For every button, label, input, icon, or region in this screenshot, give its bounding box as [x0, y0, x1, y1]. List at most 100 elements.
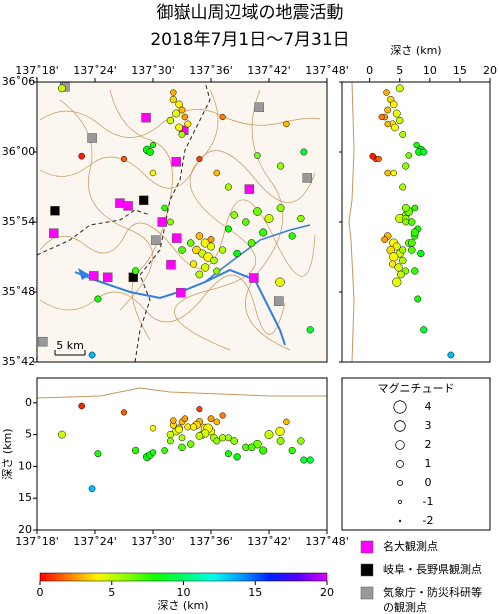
- earthquake: [224, 450, 232, 458]
- y-tick-label: 35˚48': [2, 285, 39, 298]
- earthquake: [170, 417, 177, 424]
- earthquake: [233, 453, 241, 461]
- earthquake: [184, 120, 192, 128]
- station-legend-label: の観測点: [383, 600, 427, 614]
- earthquake: [288, 232, 296, 240]
- earthquake: [447, 351, 455, 359]
- x-tick-label: 5: [396, 64, 403, 77]
- magnitude-legend-title: マグニチュード: [378, 381, 455, 395]
- y-tick-label: 35˚54': [2, 215, 39, 228]
- earthquake: [161, 447, 168, 454]
- station: [254, 102, 264, 112]
- station: [157, 217, 168, 227]
- magnitude-legend: [341, 377, 491, 531]
- earthquake: [283, 120, 290, 128]
- station: [49, 228, 59, 238]
- station: [249, 273, 259, 283]
- station: [103, 272, 113, 283]
- earthquake: [181, 415, 189, 423]
- x-tick-label: 137˚18': [15, 535, 59, 548]
- earthquake: [169, 95, 177, 104]
- x-tick-label: 137˚36': [189, 535, 233, 548]
- station: [244, 184, 255, 194]
- magnitude-label: -2: [423, 514, 434, 527]
- earthquake: [230, 211, 238, 219]
- earthquake: [195, 270, 204, 279]
- x-tick-label: 137˚48': [305, 535, 349, 548]
- earthquake: [78, 402, 85, 410]
- earthquake: [414, 295, 422, 303]
- earthquake: [420, 326, 428, 334]
- x-tick-label: 137˚42': [247, 64, 291, 77]
- x-tick-label: 137˚36': [189, 64, 233, 77]
- x-tick-label: 0: [366, 64, 373, 77]
- earthquake: [253, 207, 262, 216]
- colorbar-tick-label: 20: [320, 586, 334, 599]
- station-legend-symbol: [360, 563, 374, 577]
- earthquake: [178, 131, 186, 138]
- earthquake: [397, 270, 405, 279]
- earthquake: [391, 123, 399, 132]
- earthquake: [187, 239, 195, 247]
- earthquake: [300, 456, 308, 464]
- earthquake: [224, 434, 232, 442]
- earthquake: [259, 228, 268, 237]
- earthquake: [384, 120, 391, 128]
- earthquake: [213, 169, 221, 177]
- x-tick-label: 10: [423, 64, 437, 77]
- earthquake: [413, 141, 420, 149]
- earthquake: [178, 106, 186, 114]
- earthquake: [242, 218, 250, 226]
- x-tick-label: 15: [453, 64, 467, 77]
- earthquake: [230, 437, 238, 445]
- station: [141, 112, 151, 123]
- earthquake: [58, 430, 66, 439]
- earthquake: [396, 116, 404, 125]
- earthquake: [170, 89, 177, 96]
- earthquake: [167, 218, 174, 226]
- station-legend-label: 岐阜・長野県観測点: [383, 562, 482, 576]
- earthquake: [392, 109, 401, 118]
- earthquake: [411, 204, 419, 212]
- earthquake: [275, 277, 285, 287]
- earthquake: [247, 443, 256, 452]
- earthquake: [276, 437, 285, 445]
- earthquake: [178, 434, 186, 442]
- earthquake: [375, 155, 382, 163]
- earthquake: [389, 100, 398, 109]
- earthquake: [264, 214, 274, 223]
- earthquake: [369, 152, 376, 160]
- station: [176, 287, 186, 298]
- earthquake: [201, 263, 210, 272]
- earthquake: [264, 430, 274, 440]
- station-legend-symbol: [360, 540, 374, 554]
- earthquake: [149, 141, 157, 149]
- x-tick-label: 137˚48': [305, 64, 349, 77]
- earthquake: [224, 183, 232, 191]
- magnitude-label: 0: [425, 476, 432, 489]
- magnitude-label: 1: [425, 457, 432, 470]
- earthquake: [94, 450, 102, 458]
- earthquake: [392, 277, 402, 287]
- earthquake: [120, 155, 128, 163]
- station: [302, 173, 313, 183]
- y-tick-label: 5: [25, 428, 32, 441]
- earthquake: [175, 425, 183, 434]
- earthquake: [247, 239, 256, 247]
- earthquake: [276, 204, 285, 212]
- earthquake: [394, 263, 403, 272]
- earthquake: [381, 236, 389, 243]
- earthquake: [196, 406, 203, 413]
- earthquake: [178, 443, 186, 452]
- earthquake: [149, 449, 157, 456]
- earthquake: [94, 295, 102, 303]
- earthquake: [277, 162, 285, 170]
- magnitude-symbol: [394, 420, 406, 432]
- earthquake: [399, 131, 407, 138]
- earthquake: [207, 236, 215, 243]
- station: [166, 259, 176, 270]
- earthquake: [383, 89, 390, 96]
- earthquake: [402, 162, 410, 170]
- x-tick-label: 137˚30': [131, 64, 175, 77]
- colorbar-tick-label: 10: [177, 586, 191, 599]
